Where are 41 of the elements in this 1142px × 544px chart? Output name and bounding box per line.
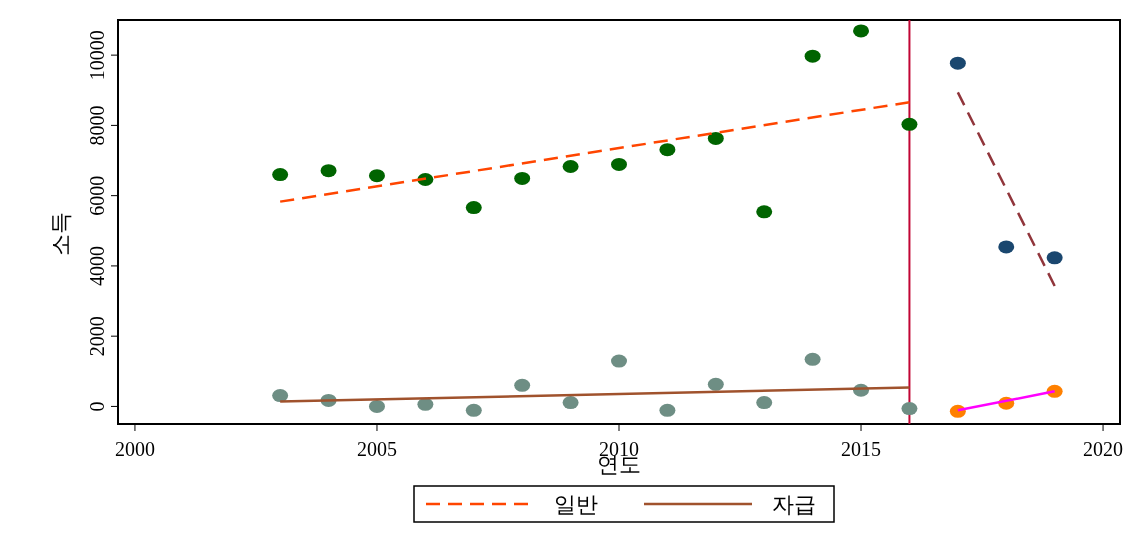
point [611,354,627,368]
point [368,169,385,183]
x-tick-label: 2005 [356,438,397,460]
point [465,403,482,417]
point [707,131,724,145]
y-axis-title: 소득 [48,212,73,256]
point [272,389,289,403]
point [514,171,531,185]
legend-label: 자급 [772,492,816,517]
x-tick-label: 2000 [114,438,155,460]
legend-label: 일반 [554,492,598,517]
point [804,49,821,63]
y-tick-label: 4000 [86,245,108,286]
point [804,352,821,366]
point [901,402,918,416]
point [611,157,627,171]
point [562,159,579,173]
x-tick-label: 2015 [841,438,882,460]
point [756,396,773,410]
point [998,240,1015,254]
y-tick-label: 2000 [86,316,108,357]
point [707,377,724,391]
point [514,378,531,392]
y-tick-label: 6000 [86,175,108,216]
y-tick-label: 10000 [86,30,108,81]
point [417,397,434,411]
point [659,403,676,417]
point [562,396,579,410]
point [320,164,337,178]
point [1046,251,1063,265]
point [368,399,385,413]
point [949,56,966,70]
point [272,168,289,182]
point [853,24,870,38]
point [901,117,918,131]
y-tick-label: 8000 [86,105,108,146]
point [756,205,773,219]
point [659,143,676,157]
x-tick-label: 2020 [1083,438,1124,460]
point [465,201,482,215]
y-tick-label: 0 [86,401,108,412]
